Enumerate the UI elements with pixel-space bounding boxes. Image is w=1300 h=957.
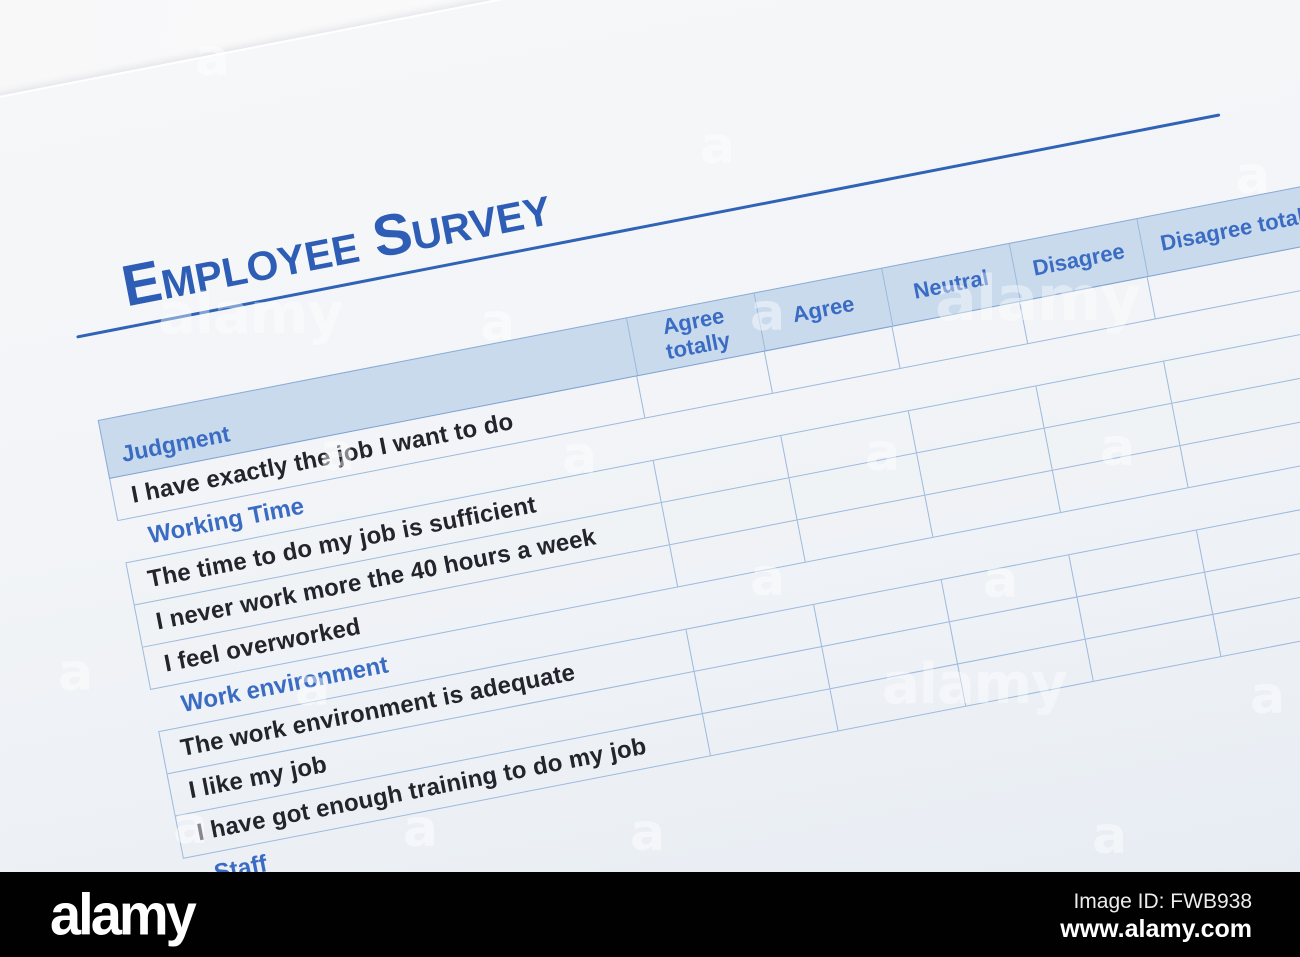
stock-bar: alamy Image ID: FWB938 www.alamy.com xyxy=(0,872,1300,957)
image-id-text: Image ID: FWB938 xyxy=(1073,890,1252,913)
alamy-url-text: www.alamy.com xyxy=(1060,915,1252,943)
alamy-logo: alamy xyxy=(50,881,197,948)
